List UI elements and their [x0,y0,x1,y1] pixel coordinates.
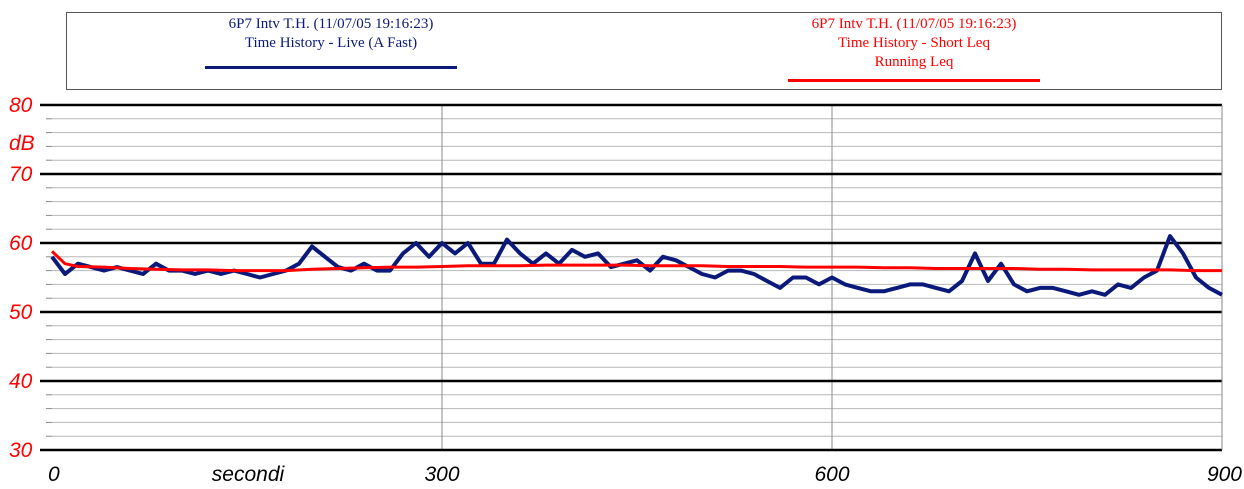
series-live-line [50,234,1223,297]
y-axis-label: dB [9,132,35,155]
y-tick-label: 40 [9,370,33,393]
legend: 6P7 Intv T.H. (11/07/05 19:16:23) Time H… [66,12,1222,90]
legend-live-swatch [205,66,457,69]
x-tick-label: 600 [814,463,849,486]
x-tick-label: 900 [1207,463,1242,486]
x-tick-label: 300 [424,463,459,486]
legend-leq-line2: Time History - Short Leq [838,35,990,51]
y-tick-label: 50 [9,301,33,324]
series-running-leq-line [50,250,1222,273]
legend-entry-leq: 6P7 Intv T.H. (11/07/05 19:16:23) Time H… [770,15,1058,82]
x-tick-label: 0 [48,463,60,486]
y-tick-label: 60 [9,232,33,255]
x-axis-label: secondi [212,463,286,486]
legend-leq-line3: Running Leq [874,54,954,70]
y-tick-label: 30 [9,439,33,462]
legend-live-line2: Time History - Live (A Fast) [244,35,418,51]
legend-leq-swatch [788,79,1040,82]
y-tick-label: 70 [9,163,33,186]
legend-leq-line1: 6P7 Intv T.H. (11/07/05 19:16:23) [811,16,1017,32]
legend-entry-live: 6P7 Intv T.H. (11/07/05 19:16:23) Time H… [187,15,475,69]
legend-live-line1: 6P7 Intv T.H. (11/07/05 19:16:23) [228,16,434,32]
y-tick-label: 80 [9,94,33,117]
